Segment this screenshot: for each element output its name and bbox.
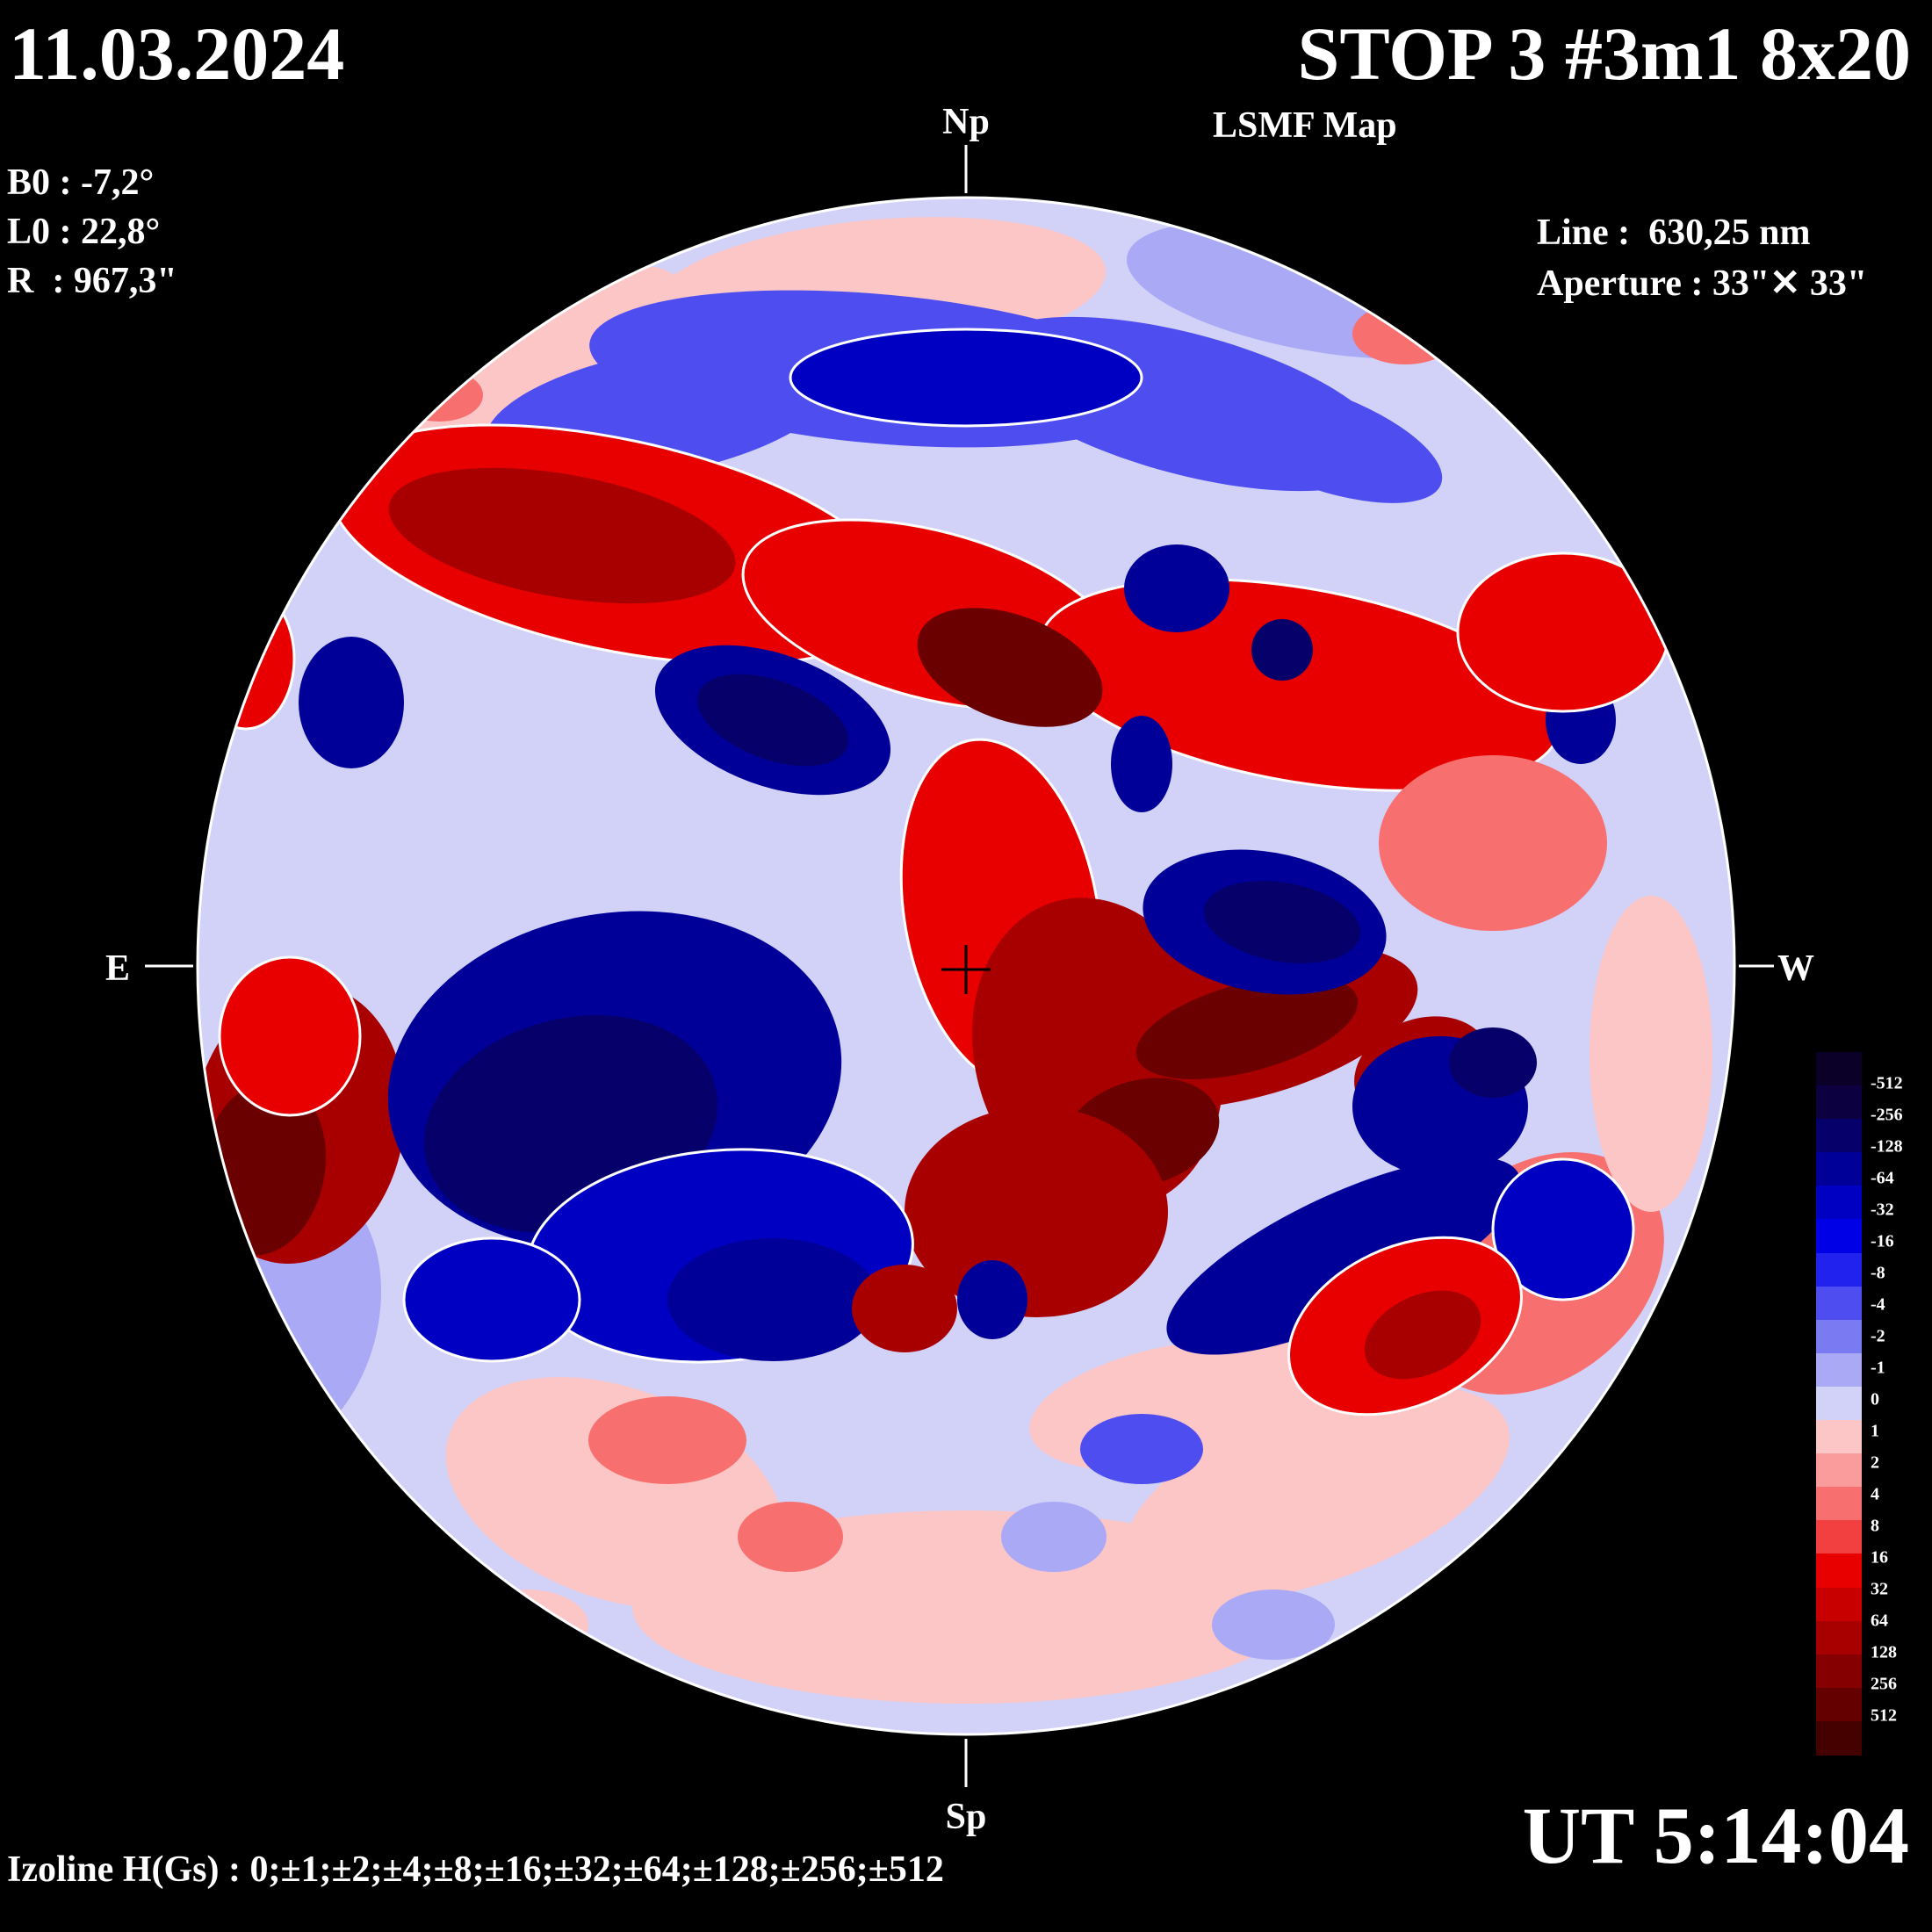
field-contour — [957, 1260, 1027, 1339]
spectral-line: Line : 630,25 nm — [1537, 213, 1811, 253]
field-contour — [1080, 1414, 1203, 1484]
legend-label: 4 — [1871, 1484, 1879, 1504]
field-contour — [1212, 1590, 1335, 1660]
legend-label: -4 — [1871, 1294, 1885, 1315]
observation-date: 11.03.2024 — [9, 11, 345, 96]
legend-swatch — [1816, 1587, 1862, 1622]
legend-swatch — [1816, 1620, 1862, 1655]
legend-swatch — [1816, 1252, 1862, 1287]
legend-label: 128 — [1871, 1642, 1897, 1662]
legend-label: -512 — [1871, 1073, 1903, 1093]
field-contour — [1192, 375, 1443, 503]
field-contour — [1379, 755, 1607, 931]
east-label: E — [105, 948, 131, 989]
legend-swatch — [1816, 1319, 1862, 1354]
field-contour — [1111, 716, 1172, 812]
field-contour — [738, 1502, 843, 1572]
legend-label: -8 — [1871, 1263, 1885, 1283]
legend-swatch — [1816, 1453, 1862, 1489]
field-contour — [588, 1396, 746, 1484]
legend-label: -16 — [1871, 1231, 1894, 1251]
field-contour — [667, 1238, 878, 1361]
param-r: R : 967,3" — [7, 261, 177, 301]
universal-time: UT 5:14:04 — [1522, 1791, 1909, 1880]
field-contour — [395, 369, 483, 422]
field-contour — [1166, 1157, 1521, 1355]
legend-label: -2 — [1871, 1326, 1885, 1346]
field-contour — [299, 637, 404, 768]
field-contour — [852, 1265, 957, 1352]
legend-label: 16 — [1871, 1547, 1888, 1568]
south-pole-label: Sp — [945, 1797, 987, 1837]
legend-label: -64 — [1871, 1168, 1894, 1188]
field-contour — [1125, 1385, 1510, 1601]
legend-swatch — [1816, 1219, 1862, 1254]
aperture: Aperture : 33"✕ 33" — [1537, 263, 1868, 304]
field-contour — [1456, 551, 1670, 713]
color-legend — [1816, 1052, 1862, 1755]
field-contour — [1001, 1502, 1107, 1572]
disk-limb — [196, 196, 1736, 1736]
field-contour — [218, 955, 362, 1117]
izoline-levels: Izoline H(Gs) : 0;±1;±2;±4;±8;±16;±32;±6… — [7, 1849, 944, 1890]
field-contour — [388, 467, 736, 604]
legend-swatch — [1816, 1687, 1862, 1722]
legend-swatch — [1816, 1119, 1862, 1154]
legend-swatch — [1816, 1186, 1862, 1221]
legend-label: -128 — [1871, 1136, 1903, 1157]
legend-swatch — [1816, 1720, 1862, 1755]
legend-label: 0 — [1871, 1389, 1879, 1409]
legend-label: -256 — [1871, 1105, 1903, 1125]
legend-swatch — [1816, 1386, 1862, 1422]
north-pole-label: Np — [942, 102, 990, 142]
legend-swatch — [1816, 1152, 1862, 1187]
map-subtitle: LSMF Map — [1213, 105, 1397, 146]
legend-label: -32 — [1871, 1200, 1894, 1220]
legend-label: 256 — [1871, 1674, 1897, 1694]
legend-swatch — [1816, 1654, 1862, 1689]
legend-label: -1 — [1871, 1358, 1885, 1378]
field-contour — [402, 1236, 581, 1363]
legend-label: 512 — [1871, 1705, 1897, 1726]
map-title: STOP 3 #3m1 8x20 — [1297, 11, 1911, 96]
field-contour — [1135, 976, 1359, 1079]
field-contour — [1590, 896, 1712, 1212]
field-contour — [697, 674, 848, 767]
field-contour — [1251, 619, 1313, 681]
legend-swatch — [1816, 1487, 1862, 1522]
param-l0: L0 : 22,8° — [7, 212, 161, 252]
legend-swatch — [1816, 1085, 1862, 1121]
field-contour — [917, 608, 1103, 727]
field-contour — [1364, 1290, 1481, 1380]
legend-label: 8 — [1871, 1516, 1879, 1536]
legend-swatch — [1816, 1420, 1862, 1455]
legend-label: 2 — [1871, 1453, 1879, 1473]
instrument-info: Line : 630,25 nm Aperture : 33"✕ 33" — [1537, 207, 1867, 309]
legend-swatch — [1816, 1554, 1862, 1589]
field-contour — [1204, 881, 1360, 963]
field-contour — [1491, 1157, 1635, 1301]
west-label: W — [1777, 948, 1814, 989]
legend-swatch — [1816, 1052, 1862, 1087]
field-contour — [905, 1107, 1168, 1317]
solar-disk — [198, 198, 1734, 1734]
field-contour — [1449, 1027, 1537, 1098]
field-contour — [789, 328, 1143, 428]
field-contour — [1124, 544, 1229, 632]
legend-label: 64 — [1871, 1611, 1888, 1631]
legend-swatch — [1816, 1352, 1862, 1388]
legend-swatch — [1816, 1286, 1862, 1321]
ephemeris-params: B0 : -7,2° L0 : 22,8° R : 967,3" — [7, 158, 177, 306]
legend-label: 1 — [1871, 1421, 1879, 1441]
field-contour — [198, 587, 296, 731]
param-b0: B0 : -7,2° — [7, 162, 155, 203]
legend-swatch — [1816, 1520, 1862, 1555]
legend-label: 32 — [1871, 1579, 1888, 1599]
